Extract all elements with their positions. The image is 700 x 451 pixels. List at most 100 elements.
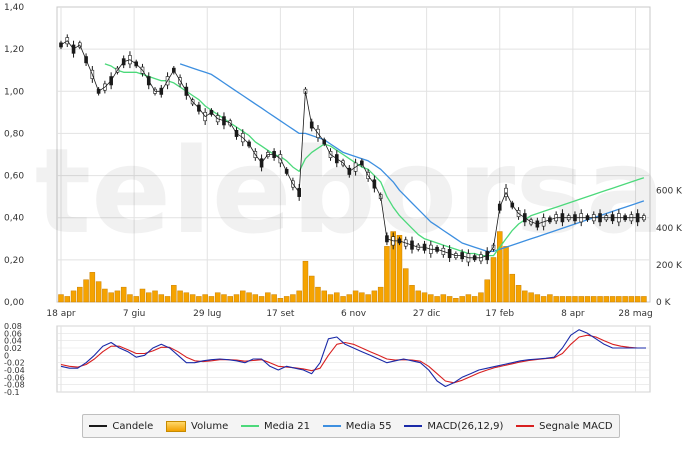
volume-bar [597, 296, 603, 303]
x-tick-label: 18 apr [46, 309, 76, 319]
candle-trace [60, 40, 644, 259]
macd-tick-label: 0.06 [4, 329, 22, 338]
volume-bar [171, 285, 177, 303]
volume-bar [509, 273, 516, 303]
volume-bar [578, 296, 584, 303]
volume-bar [402, 268, 409, 303]
volume-bar [490, 257, 497, 303]
volume-bar [308, 275, 315, 303]
x-tick-label: 17 feb [485, 309, 514, 319]
volume-tick-label: 200 K [656, 261, 683, 271]
volume-bar [58, 294, 64, 303]
macd-y-axis: 0.080.060.040.020-0.02-0.04-0.06-0.08-0.… [4, 322, 25, 397]
volume-bar [321, 290, 327, 303]
volume-bar [346, 294, 353, 303]
macd-series [60, 329, 646, 388]
media55-line [179, 63, 645, 253]
volume-bar [434, 296, 440, 303]
volume-bar [616, 296, 622, 303]
macd-tick-label: -0.06 [4, 373, 25, 382]
macd-tick-label: 0.02 [4, 344, 22, 353]
volume-bar [446, 296, 453, 303]
macd-tick-label: 0.08 [4, 322, 22, 331]
volume-bar [421, 292, 428, 303]
macd-tick-label: -0.1 [4, 388, 20, 397]
volume-bar [196, 296, 202, 303]
macd-line [60, 329, 646, 388]
volume-bar [89, 272, 96, 303]
volume-bar [315, 286, 321, 303]
volume-bar [202, 294, 208, 303]
volume-bar [177, 290, 183, 303]
volume-bar [77, 286, 83, 303]
volume-tick-label: 400 K [656, 224, 683, 234]
x-tick-label: 7 giu [123, 309, 146, 319]
volume-bar [440, 294, 447, 303]
volume-bar [189, 294, 196, 303]
volume-bar [214, 292, 221, 303]
volume-bar [95, 281, 102, 303]
price-series [59, 34, 646, 267]
legend-label: Candele [112, 420, 154, 432]
volume-bar [377, 286, 384, 303]
volume-bar [515, 285, 522, 303]
price-tick-label: 1,40 [4, 3, 24, 13]
volume-bar [609, 296, 616, 303]
volume-bar [133, 296, 139, 303]
candle [59, 42, 63, 48]
legend-label: Media 55 [345, 420, 392, 432]
volume-bars [58, 231, 647, 303]
volume-bar [572, 296, 578, 303]
legend-item: Media 21 [241, 421, 310, 432]
navy-line-icon [404, 425, 423, 427]
macd-tick-label: -0.02 [4, 359, 25, 368]
volume-bar [528, 292, 534, 303]
red-line-icon [516, 425, 535, 427]
volume-bar [252, 294, 259, 303]
volume-bar [208, 296, 215, 303]
volume-bar [471, 296, 478, 303]
volume-bar [622, 296, 628, 303]
legend-item: Volume [166, 420, 229, 432]
volume-bar [565, 296, 572, 303]
volume-bar [559, 296, 566, 303]
volume-bar [233, 294, 240, 303]
volume-bar [428, 294, 434, 303]
volume-bar [396, 234, 403, 303]
blue-line-icon [322, 425, 341, 427]
x-tick-label: 8 apr [561, 309, 585, 319]
volume-bar [547, 294, 553, 303]
black-line-icon [89, 425, 108, 427]
volume-bar [340, 296, 346, 303]
x-tick-label: 6 nov [341, 309, 367, 319]
volume-bar [534, 294, 541, 303]
volume-bar [108, 292, 114, 303]
price-tick-label: 0,60 [4, 172, 24, 182]
volume-bar [484, 279, 490, 303]
legend-label: MACD(26,12,9) [427, 420, 504, 432]
volume-bar [265, 292, 271, 303]
legend-label: Volume [191, 420, 229, 432]
volume-bar [127, 294, 133, 303]
macd-tick-label: -0.04 [4, 366, 25, 375]
volume-bar [277, 298, 284, 303]
volume-bar [158, 294, 165, 303]
volume-bar [459, 296, 465, 303]
volume-bar [70, 290, 77, 303]
volume-bar [327, 294, 334, 303]
legend-item: Candele [89, 421, 153, 432]
volume-bar [258, 296, 265, 303]
x-tick-label: 29 lug [193, 309, 221, 319]
volume-bar [503, 246, 509, 303]
green-line-icon [241, 425, 259, 427]
volume-bar [240, 290, 246, 303]
volume-bar [352, 290, 359, 303]
x-tick-label: 17 set [266, 309, 295, 319]
volume-bar [540, 296, 547, 303]
volume-bar [146, 292, 152, 303]
volume-bar [415, 290, 422, 303]
price-y-axis: 0,00 0,20 0,40 0,60 0,80 1,00 1,20 1,40 [4, 3, 24, 308]
volume-bar [302, 260, 309, 303]
volume-bar [120, 286, 127, 303]
price-tick-label: 0,00 [4, 298, 24, 308]
